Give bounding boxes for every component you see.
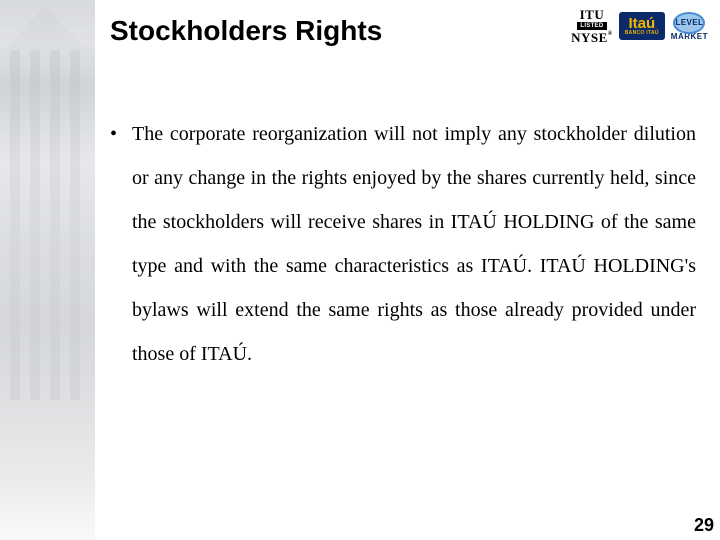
bullet-item: • The corporate reorganization will not … (108, 112, 696, 376)
building-pediment (4, 6, 86, 50)
itau-main-text: Itaú (628, 16, 655, 31)
market-text: MARKET (671, 33, 708, 41)
nyse-label: NYSE (571, 30, 608, 45)
nyse-text: NYSE® (571, 31, 613, 44)
logo-level-market: LEVEL MARKET (671, 12, 708, 41)
building-columns (10, 50, 80, 400)
registered-mark: ® (608, 31, 613, 37)
logo-strip: ITU LISTED NYSE® Itaú BANCO ITAÚ LEVEL M… (571, 8, 708, 44)
itu-text: ITU (580, 8, 605, 21)
itau-band-text: BANCO ITAÚ (625, 31, 659, 36)
bullet-text: The corporate reorganization will not im… (132, 112, 696, 376)
level-ring: LEVEL (673, 12, 705, 34)
logo-itu-nyse: ITU LISTED NYSE® (571, 8, 613, 44)
bullet-marker: • (108, 112, 132, 376)
level-ring-text: LEVEL (676, 19, 704, 27)
page-number: 29 (694, 515, 714, 536)
body-content: • The corporate reorganization will not … (108, 112, 696, 376)
logo-itau: Itaú BANCO ITAÚ (619, 12, 665, 40)
sidebar-decorative-image (0, 0, 95, 540)
title-area: Stockholders Rights (110, 16, 540, 47)
listed-badge: LISTED (577, 22, 606, 30)
slide-title: Stockholders Rights (110, 16, 540, 47)
slide-root: Stockholders Rights ITU LISTED NYSE® Ita… (0, 0, 720, 540)
